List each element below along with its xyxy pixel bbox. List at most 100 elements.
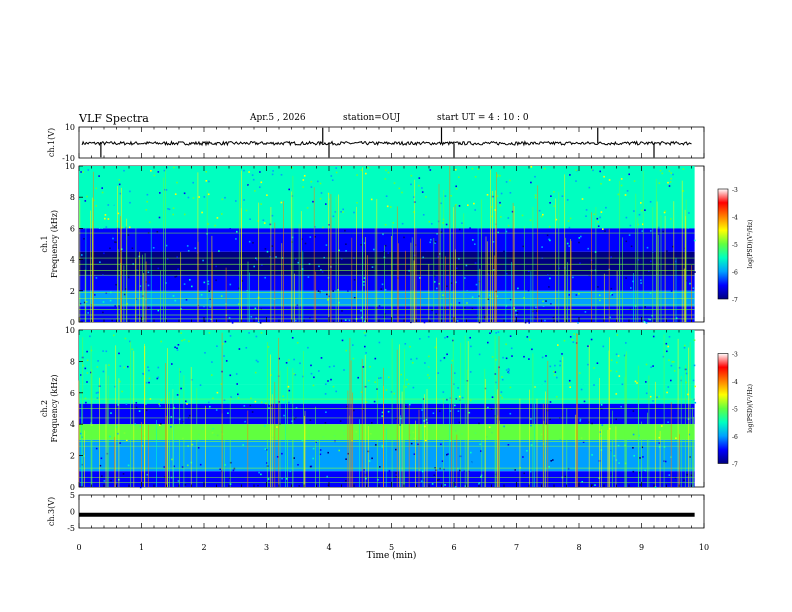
- ch1-spec-speckle: [81, 316, 83, 319]
- ch2-spec-speckle: [594, 484, 596, 486]
- ch1-spec-speckle: [583, 254, 585, 256]
- ch1-spec-speckle: [95, 187, 97, 190]
- ch1-spec-speckle: [347, 290, 349, 292]
- ch1-spec-speckle: [580, 235, 582, 238]
- ch1-spec-speckle: [95, 233, 97, 235]
- ch2-spec-speckle: [85, 401, 87, 404]
- ch2-spec-speckle: [373, 400, 376, 403]
- ch1-spec-speckle: [670, 177, 672, 180]
- ch2-spec-speckle: [211, 361, 213, 363]
- ch2-spec-speckle: [310, 372, 313, 375]
- ch2-spec-speckle: [545, 371, 547, 373]
- ch1-spec-speckle: [104, 217, 106, 220]
- ch1-spec-speckle: [535, 216, 537, 219]
- ch2-spec-speckle: [554, 364, 556, 367]
- ch1-spec-speckle: [589, 175, 592, 178]
- ch1-spec-speckle: [556, 321, 559, 323]
- ch1-spec-speckle: [548, 257, 550, 260]
- ch2-spec-speckle: [182, 420, 185, 423]
- ch1-spec-speckle: [262, 219, 265, 221]
- ch2-spec-speckle: [108, 364, 110, 366]
- ch2-spec-speckle: [479, 443, 481, 446]
- ch1-spec-speckle: [234, 189, 237, 192]
- ch2-spec-speckle: [664, 460, 667, 463]
- ch1-spec-speckle: [335, 167, 337, 169]
- ch2-spec-speckle: [425, 418, 428, 421]
- ch2-spec-speckle: [389, 382, 391, 384]
- ch2-spec-speckle: [447, 372, 450, 374]
- ch1-spec-speckle: [85, 301, 88, 303]
- ch1-spec-speckle: [450, 195, 452, 197]
- ch2-spec-speckle: [649, 395, 652, 398]
- ch1-spec-speckle: [395, 174, 397, 177]
- ch1-spec-speckle: [408, 249, 411, 252]
- ch2-spec-colorbar: [717, 353, 729, 464]
- ch2-spec-speckle: [125, 403, 128, 405]
- ch1-spec-speckle: [157, 309, 160, 312]
- ch1-spec-speckle: [220, 222, 222, 225]
- ch1-spec-speckle: [649, 167, 652, 169]
- ch2-spec-speckle: [194, 480, 197, 482]
- ch2-spec-ytick-label: 8: [70, 357, 75, 366]
- ch2-spec-speckle: [638, 434, 640, 437]
- ch2-spec-speckle: [365, 352, 367, 354]
- ch1-spec-speckle: [317, 180, 319, 183]
- ch2-spec-speckle: [451, 359, 454, 362]
- ch2-spec-speckle: [599, 409, 601, 412]
- ch2-spec-speckle: [617, 354, 620, 357]
- ch1-spec-speckle: [685, 292, 688, 295]
- ch2-spec-speckle: [328, 366, 331, 368]
- ch1-spec-speckle: [244, 243, 246, 246]
- ch2-spec-ylabel-frequency: Frequency (kHz): [50, 374, 59, 442]
- ch2-spec-speckle: [451, 411, 453, 414]
- ch2-spec-speckle: [86, 372, 89, 374]
- ch2-spec-speckle: [484, 358, 486, 360]
- x-tick-label: 7: [514, 543, 519, 552]
- ch1-spec-speckle: [364, 216, 366, 219]
- ch1-spec-speckle: [505, 230, 508, 233]
- ch1-spec-speckle: [137, 183, 140, 185]
- ch1-spec-speckle: [128, 226, 131, 229]
- ch2-spec-speckle: [663, 446, 666, 448]
- ch2-spec-speckle: [145, 381, 148, 384]
- ch2-spec-speckle: [399, 424, 401, 426]
- ch2-spec-speckle: [616, 361, 618, 364]
- ch2-spec-speckle: [668, 336, 671, 338]
- ch2-spec-speckle: [319, 410, 322, 413]
- ch2-spec-speckle: [508, 369, 510, 371]
- ch1-spec-speckle: [493, 269, 495, 271]
- ch2-spec-speckle: [363, 331, 366, 334]
- ch1-spec-speckle: [515, 177, 517, 180]
- ch2-spec-speckle: [617, 444, 620, 447]
- x-tick-label: 10: [699, 543, 709, 552]
- ch1-spec-speckle: [239, 212, 241, 215]
- ch2-spec-speckle: [471, 462, 473, 464]
- ch1-spec-speckle: [478, 224, 481, 227]
- ch2-spec-speckle: [301, 439, 304, 442]
- ch1-spec-speckle: [595, 268, 598, 271]
- ch1-spec-speckle: [201, 256, 203, 259]
- ch2-spec-speckle: [238, 348, 241, 350]
- ch2-spec-speckle: [110, 479, 112, 482]
- ch2-spec-speckle: [690, 386, 692, 389]
- ch1-spec-speckle: [503, 250, 505, 253]
- ch1-spec-speckle: [147, 284, 150, 287]
- ch1-spec-speckle: [257, 310, 260, 313]
- ch2-spec-speckle: [488, 348, 490, 350]
- ch2-spec-speckle: [469, 371, 472, 373]
- ch1-spec-speckle: [172, 169, 175, 172]
- ch1-spec-speckle: [345, 243, 347, 245]
- ch1-spec-speckle: [105, 226, 108, 228]
- ch1-spec-speckle: [83, 238, 85, 240]
- ch2-spec-speckle: [670, 400, 672, 402]
- ch1-spec-speckle: [577, 322, 579, 324]
- ch2-spec-speckle: [631, 394, 633, 397]
- ch2-spec-speckle: [412, 386, 415, 389]
- ch1-spec-speckle: [637, 259, 640, 261]
- ch1-spec-speckle: [360, 169, 363, 171]
- ch2-spec-speckle: [147, 366, 149, 368]
- ch2-spec-speckle: [454, 372, 456, 374]
- ch1-spec-speckle: [119, 192, 122, 195]
- ch2-spec-speckle: [359, 370, 361, 372]
- ch1-spec-speckle: [419, 277, 421, 279]
